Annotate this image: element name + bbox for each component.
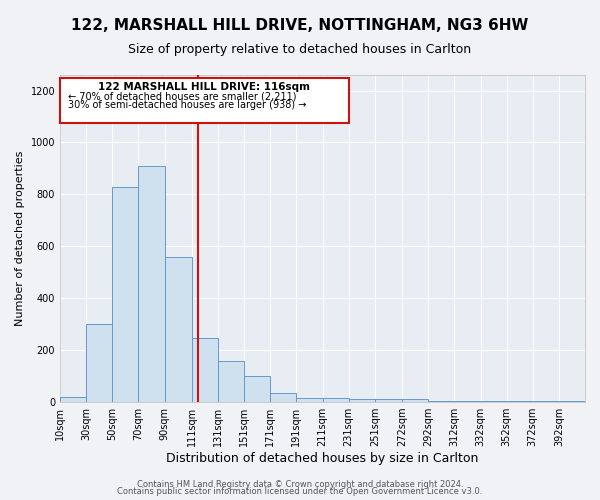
Bar (506, 401, 533, 402)
Text: Contains HM Land Registry data © Crown copyright and database right 2024.: Contains HM Land Registry data © Crown c… (137, 480, 463, 489)
Text: ← 70% of detached houses are smaller (2,211): ← 70% of detached houses are smaller (2,… (68, 91, 296, 101)
Bar (270, 393, 296, 402)
Bar (533, 401, 559, 402)
Bar (112, 186, 139, 402)
Bar (86, 324, 112, 402)
Bar (296, 398, 323, 402)
Bar (349, 400, 375, 402)
Bar (323, 398, 349, 402)
Text: Size of property relative to detached houses in Carlton: Size of property relative to detached ho… (128, 42, 472, 56)
Bar (454, 401, 481, 402)
Text: Contains public sector information licensed under the Open Government Licence v3: Contains public sector information licen… (118, 487, 482, 496)
Y-axis label: Number of detached properties: Number of detached properties (15, 151, 25, 326)
Bar (559, 401, 585, 402)
Bar (218, 360, 244, 402)
Bar (139, 166, 164, 402)
Bar (428, 401, 454, 402)
Bar (402, 400, 428, 402)
Bar (60, 78, 349, 123)
Text: 122 MARSHALL HILL DRIVE: 116sqm: 122 MARSHALL HILL DRIVE: 116sqm (98, 82, 310, 92)
Text: 122, MARSHALL HILL DRIVE, NOTTINGHAM, NG3 6HW: 122, MARSHALL HILL DRIVE, NOTTINGHAM, NG… (71, 18, 529, 32)
Bar (192, 338, 218, 402)
Text: 30% of semi-detached houses are larger (938) →: 30% of semi-detached houses are larger (… (68, 100, 306, 110)
Bar (481, 401, 506, 402)
Bar (60, 397, 86, 402)
Bar (164, 256, 192, 402)
X-axis label: Distribution of detached houses by size in Carlton: Distribution of detached houses by size … (166, 452, 479, 465)
Bar (244, 376, 270, 402)
Bar (375, 400, 402, 402)
